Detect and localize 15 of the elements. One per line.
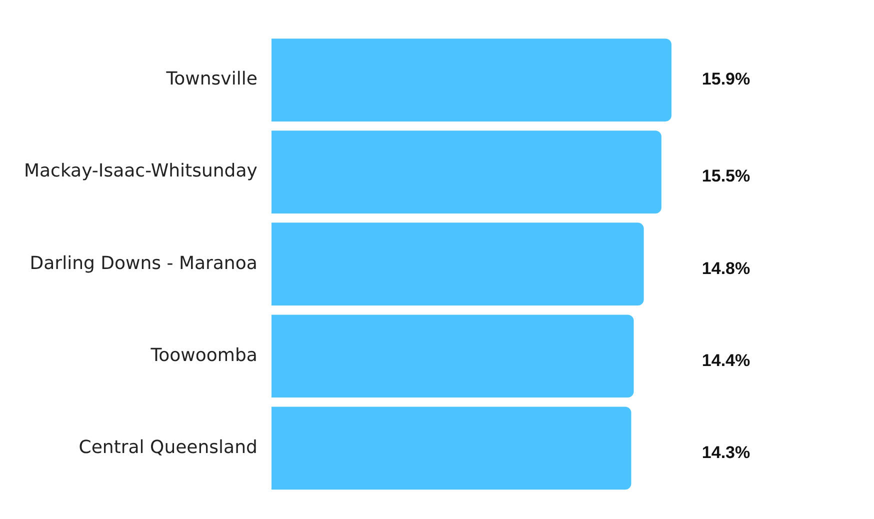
data-label: 14.8% <box>702 258 750 278</box>
bar <box>271 406 632 490</box>
y-tick-label: Mackay-Isaac-Whitsunday <box>24 160 258 182</box>
y-tick-label: Central Queensland <box>78 436 258 458</box>
y-tick-label: Townsville <box>165 68 258 90</box>
bar <box>271 130 662 214</box>
y-tick-label: Toowoomba <box>150 344 258 366</box>
bar <box>271 38 672 122</box>
data-label: 15.5% <box>702 166 750 186</box>
data-label: 14.3% <box>702 442 750 462</box>
data-label: 14.4% <box>702 350 750 370</box>
bar <box>271 314 634 398</box>
y-tick-label: Darling Downs - Maranoa <box>30 252 258 274</box>
data-label: 15.9% <box>702 70 750 89</box>
bar <box>271 222 644 306</box>
